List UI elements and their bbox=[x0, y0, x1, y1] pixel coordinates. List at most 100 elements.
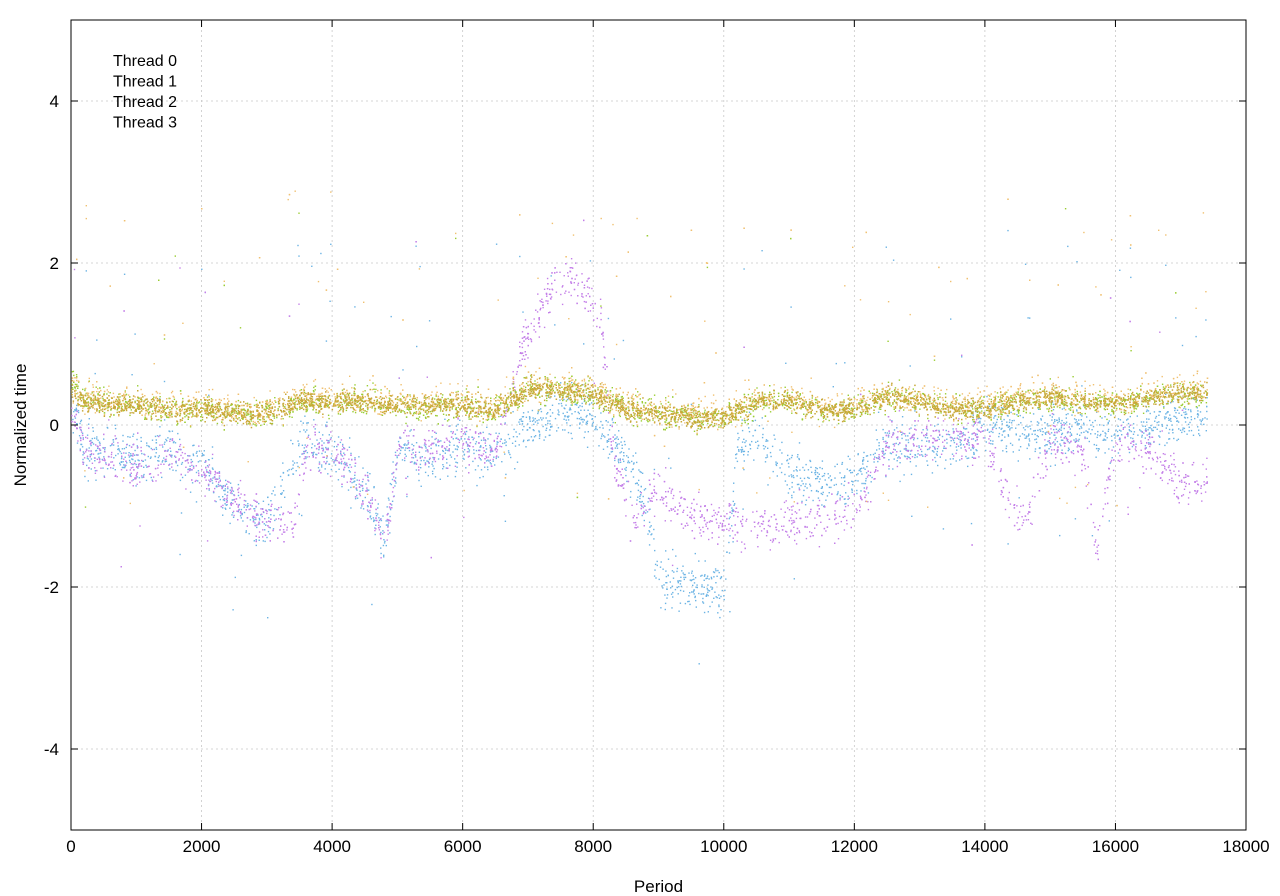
data-point bbox=[1137, 434, 1139, 436]
data-point bbox=[1119, 269, 1121, 271]
data-point bbox=[876, 439, 878, 441]
data-point bbox=[1149, 412, 1151, 415]
data-point bbox=[910, 450, 912, 452]
data-point bbox=[680, 523, 683, 525]
data-point bbox=[892, 468, 894, 470]
data-point bbox=[368, 489, 370, 491]
data-point bbox=[1044, 450, 1046, 453]
data-point bbox=[703, 517, 705, 519]
data-point bbox=[322, 456, 324, 458]
data-point bbox=[523, 340, 525, 342]
data-point bbox=[1063, 441, 1065, 444]
data-point bbox=[1059, 534, 1061, 537]
data-point bbox=[267, 530, 270, 533]
data-point bbox=[105, 463, 107, 466]
data-point bbox=[916, 445, 918, 447]
data-point bbox=[398, 448, 400, 450]
data-point bbox=[496, 441, 498, 443]
data-point bbox=[822, 491, 824, 494]
data-point bbox=[86, 464, 88, 467]
data-point bbox=[365, 483, 367, 485]
data-point bbox=[950, 463, 952, 465]
data-point bbox=[138, 459, 140, 462]
data-point bbox=[633, 522, 635, 524]
data-point bbox=[612, 440, 614, 442]
data-point bbox=[907, 441, 910, 444]
data-point bbox=[994, 407, 997, 409]
data-point bbox=[480, 469, 483, 471]
data-point bbox=[1046, 444, 1048, 446]
data-point bbox=[720, 576, 722, 579]
data-point bbox=[507, 433, 510, 436]
data-point bbox=[418, 445, 420, 448]
data-point bbox=[132, 455, 134, 457]
data-point bbox=[598, 445, 600, 447]
data-point bbox=[389, 482, 391, 485]
data-point bbox=[79, 449, 81, 452]
data-point bbox=[737, 438, 739, 441]
data-point bbox=[1168, 438, 1170, 440]
data-point bbox=[1010, 411, 1012, 414]
data-point bbox=[683, 509, 685, 512]
data-point bbox=[328, 463, 330, 465]
data-point bbox=[426, 460, 428, 462]
data-point bbox=[574, 411, 576, 413]
data-point bbox=[769, 451, 772, 454]
data-point bbox=[818, 481, 820, 483]
data-point bbox=[673, 571, 675, 573]
data-point bbox=[232, 512, 234, 514]
data-point bbox=[953, 441, 956, 444]
data-point bbox=[578, 418, 580, 420]
data-point bbox=[1160, 477, 1162, 479]
data-point bbox=[317, 452, 320, 454]
data-point bbox=[621, 447, 623, 449]
data-point bbox=[621, 485, 623, 487]
data-point bbox=[747, 454, 749, 456]
data-point bbox=[298, 255, 300, 257]
data-point bbox=[320, 252, 322, 255]
data-point bbox=[1103, 439, 1106, 441]
data-point bbox=[382, 544, 385, 547]
data-point bbox=[827, 473, 829, 475]
data-point bbox=[537, 422, 539, 424]
data-point bbox=[936, 448, 939, 450]
data-point bbox=[1183, 411, 1185, 414]
data-point bbox=[693, 578, 695, 581]
data-point bbox=[335, 471, 337, 473]
data-point bbox=[495, 457, 497, 460]
data-point bbox=[274, 494, 276, 496]
data-point bbox=[204, 476, 206, 479]
data-point bbox=[682, 572, 684, 574]
data-point bbox=[462, 451, 465, 453]
data-point bbox=[644, 488, 647, 490]
data-point bbox=[1147, 439, 1150, 441]
data-point bbox=[392, 461, 394, 463]
data-point bbox=[306, 456, 308, 458]
data-point bbox=[1054, 453, 1057, 455]
data-point bbox=[504, 453, 506, 455]
data-point bbox=[692, 584, 694, 587]
data-point bbox=[980, 426, 982, 429]
data-point bbox=[1031, 495, 1034, 497]
data-point bbox=[951, 437, 953, 439]
data-point bbox=[1194, 490, 1197, 492]
data-point bbox=[159, 434, 161, 437]
data-point bbox=[114, 427, 117, 430]
data-point bbox=[455, 425, 457, 427]
data-point bbox=[387, 497, 390, 499]
data-point bbox=[282, 472, 285, 474]
data-point bbox=[672, 548, 674, 551]
data-point bbox=[767, 484, 769, 486]
data-point bbox=[1055, 457, 1057, 459]
data-point bbox=[1053, 422, 1055, 424]
data-point bbox=[209, 471, 212, 473]
data-point bbox=[73, 421, 76, 423]
data-point bbox=[715, 596, 717, 598]
data-point bbox=[690, 579, 692, 582]
data-point bbox=[711, 587, 714, 589]
data-point bbox=[565, 419, 567, 421]
data-point bbox=[945, 433, 948, 436]
data-point bbox=[837, 491, 839, 493]
data-point bbox=[952, 423, 955, 426]
data-point bbox=[853, 493, 855, 496]
